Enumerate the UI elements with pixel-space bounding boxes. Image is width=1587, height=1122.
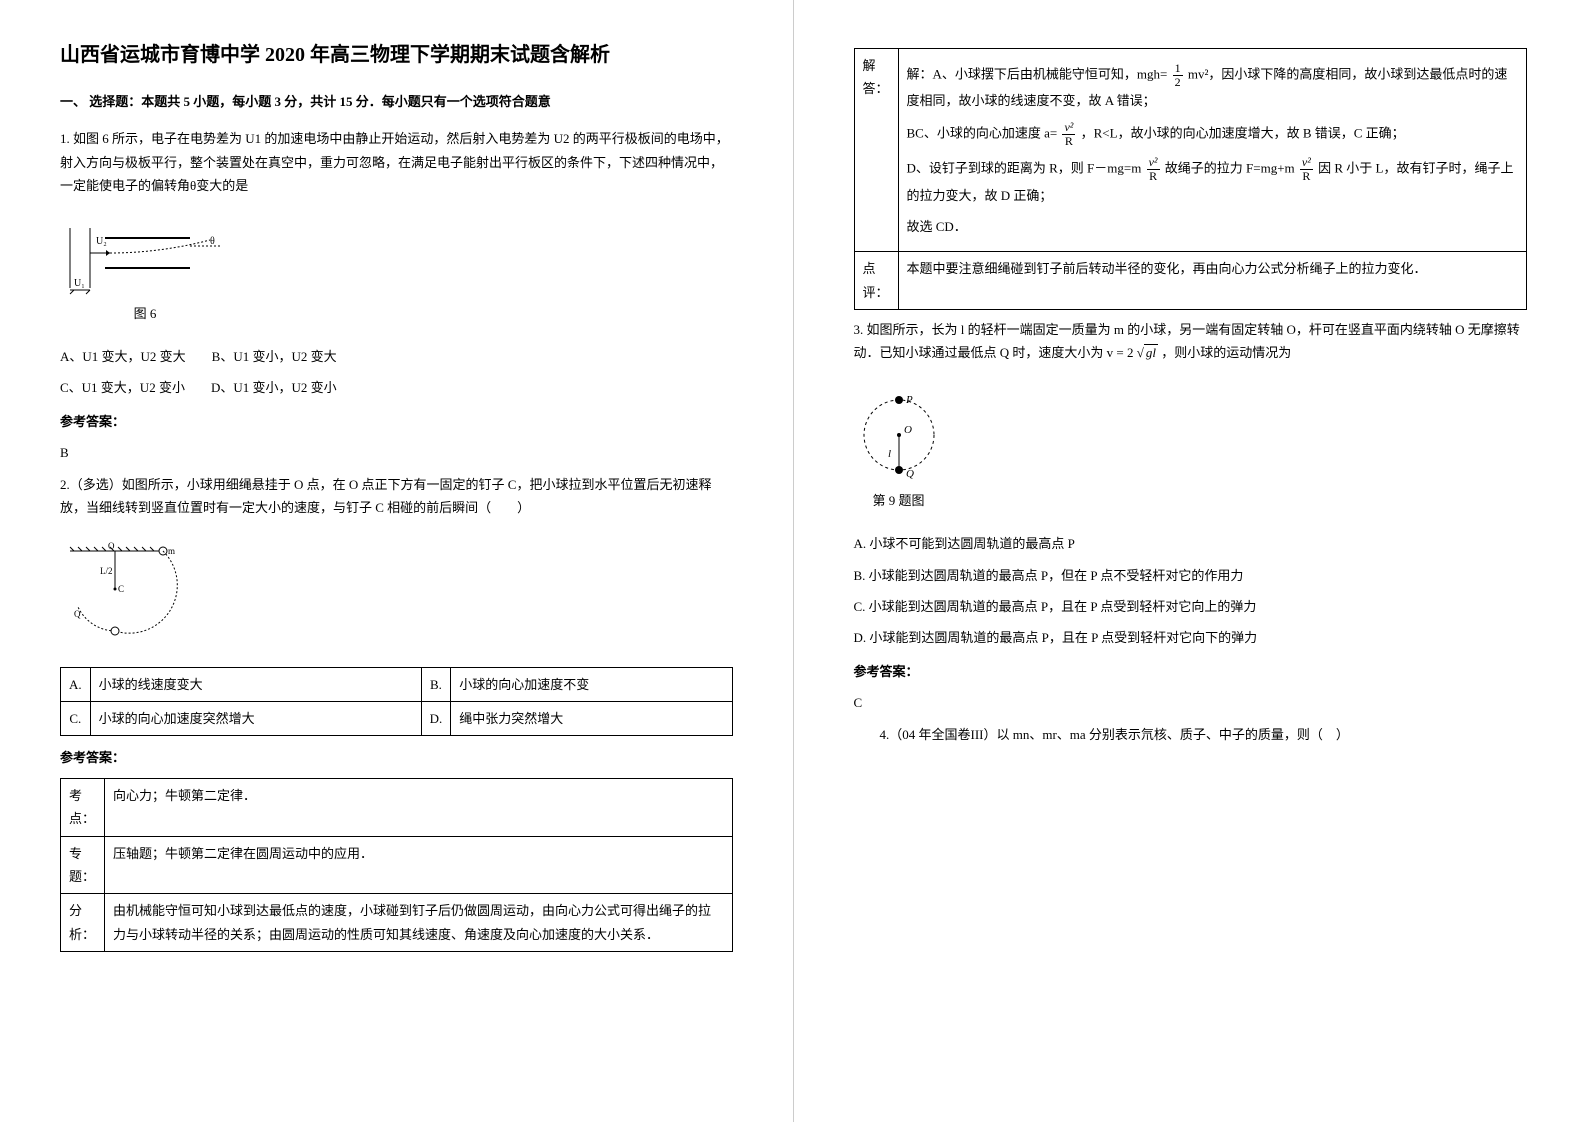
fraction: v²R [1298, 156, 1315, 183]
text: BC、小球的向心加速度 a= [907, 125, 1058, 140]
q2-expl-table: 考点： 向心力；牛顿第二定律． 专题： 压轴题；牛顿第二定律在圆周运动中的应用．… [60, 778, 733, 952]
q1-figure: U₁ U₂ θ 图 6 [60, 218, 230, 325]
q3-stem: 3. 如图所示，长为 l 的轻杆一端固定一质量为 m 的小球，另一端有固定转轴 … [854, 318, 1528, 365]
q1-answer-head: 参考答案： [60, 410, 733, 433]
jieda-line: BC、小球的向心加速度 a= v²R ，R<L，故小球的向心加速度增大，故 B … [907, 121, 1519, 148]
opt-text: 小球的线速度变大 [90, 667, 421, 701]
section-1-head: 一、 选择题：本题共 5 小题，每小题 3 分，共计 15 分．每小题只有一个选… [60, 90, 733, 113]
svg-text:Q: Q [906, 468, 914, 480]
q2-answer-head: 参考答案： [60, 746, 733, 769]
svg-text:θ: θ [210, 236, 215, 247]
q1-opt-cd: C、U1 变大，U2 变小 D、U1 变小，U2 变小 [60, 376, 733, 399]
svg-text:U₁: U₁ [74, 278, 85, 289]
q3-diagram: P O l Q [854, 385, 944, 485]
svg-text:U₂: U₂ [96, 236, 107, 247]
svg-text:O: O [108, 541, 115, 551]
q1-diagram: U₁ U₂ θ [60, 218, 230, 298]
svg-text:L/2: L/2 [100, 566, 113, 576]
expl-text: 解：A、小球摆下后由机械能守恒可知，mgh= 12 mv²，因小球下降的高度相同… [898, 49, 1527, 252]
expl-label: 专题： [61, 836, 105, 894]
expl-text: 向心力；牛顿第二定律． [105, 778, 733, 836]
table-row: 专题： 压轴题；牛顿第二定律在圆周运动中的应用． [61, 836, 733, 894]
q2-stem: 2.（多选）如图所示，小球用细绳悬挂于 O 点，在 O 点正下方有一固定的钉子 … [60, 473, 733, 520]
fraction: 12 [1171, 62, 1185, 89]
q2-expl-table-cont: 解答： 解：A、小球摆下后由机械能守恒可知，mgh= 12 mv²，因小球下降的… [854, 48, 1528, 310]
fraction: v²R [1145, 156, 1162, 183]
svg-text:P: P [905, 394, 913, 406]
expl-label: 解答： [854, 49, 898, 252]
q3-answer: C [854, 691, 1528, 714]
q1-stem: 1. 如图 6 所示，电子在电势差为 U1 的加速电场中由静止开始运动，然后射入… [60, 127, 733, 197]
expl-text: 压轴题；牛顿第二定律在圆周运动中的应用． [105, 836, 733, 894]
opt-label: D. [421, 702, 451, 736]
q3-caption: 第 9 题图 [854, 489, 944, 512]
fraction: v²R [1060, 121, 1077, 148]
q2-options-table: A. 小球的线速度变大 B. 小球的向心加速度不变 C. 小球的向心加速度突然增… [60, 667, 733, 737]
doc-title: 山西省运城市育博中学 2020 年高三物理下学期期末试题含解析 [60, 40, 733, 70]
q1-caption: 图 6 [60, 302, 230, 325]
text: ，则小球的运动情况为 [1161, 345, 1291, 360]
svg-text:C: C [118, 584, 124, 594]
opt-text: 小球的向心加速度突然增大 [90, 702, 421, 736]
text: 故绳子的拉力 F=mg+m [1165, 161, 1295, 176]
jieda-line: D、设钉子到球的距离为 R，则 F－mg=m v²R 故绳子的拉力 F=mg+m… [907, 156, 1519, 207]
q3-opt-b: B. 小球能到达圆周轨道的最高点 P，但在 P 点不受轻杆对它的作用力 [854, 564, 1528, 587]
svg-text:O: O [904, 424, 912, 436]
q3-opt-d: D. 小球能到达圆周轨道的最高点 P，且在 P 点受到轻杆对它向下的弹力 [854, 626, 1528, 649]
svg-text:l: l [888, 448, 891, 460]
table-row: A. 小球的线速度变大 B. 小球的向心加速度不变 [61, 667, 733, 701]
text: ，R<L，故小球的向心加速度增大，故 B 错误，C 正确； [1081, 125, 1405, 140]
opt-label: A. [61, 667, 91, 701]
expl-label: 点评： [854, 252, 898, 310]
svg-text:m: m [168, 546, 175, 556]
text: 解：A、小球摆下后由机械能守恒可知，mgh= [907, 67, 1168, 82]
q3-opt-a: A. 小球不可能到达圆周轨道的最高点 P [854, 532, 1528, 555]
table-row: 分析： 由机械能守恒可知小球到达最低点的速度，小球碰到钉子后仍做圆周运动，由向心… [61, 894, 733, 952]
q1-answer: B [60, 441, 733, 464]
q2-figure: O L/2 C m Q [60, 539, 190, 639]
text: D、设钉子到球的距离为 R，则 F－mg=m [907, 161, 1142, 176]
q2-diagram: O L/2 C m Q [60, 539, 190, 639]
right-column: 解答： 解：A、小球摆下后由机械能守恒可知，mgh= 12 mv²，因小球下降的… [794, 0, 1587, 1122]
sqrt: √gl [1137, 344, 1158, 360]
q1-opt-ab: A、U1 变大，U2 变大 B、U1 变小，U2 变大 [60, 345, 733, 368]
q3-opt-c: C. 小球能到达圆周轨道的最高点 P，且在 P 点受到轻杆对它向上的弹力 [854, 595, 1528, 618]
svg-text:Q: Q [74, 609, 81, 619]
opt-text: 小球的向心加速度不变 [451, 667, 732, 701]
table-row: 点评： 本题中要注意细绳碰到钉子前后转动半径的变化，再由向心力公式分析绳子上的拉… [854, 252, 1527, 310]
table-row: 解答： 解：A、小球摆下后由机械能守恒可知，mgh= 12 mv²，因小球下降的… [854, 49, 1527, 252]
q3-answer-head: 参考答案： [854, 660, 1528, 683]
q3-figure: P O l Q 第 9 题图 [854, 385, 944, 512]
opt-label: C. [61, 702, 91, 736]
table-row: C. 小球的向心加速度突然增大 D. 绳中张力突然增大 [61, 702, 733, 736]
left-column: 山西省运城市育博中学 2020 年高三物理下学期期末试题含解析 一、 选择题：本… [0, 0, 794, 1122]
opt-text: 绳中张力突然增大 [451, 702, 732, 736]
jieda-line: 解：A、小球摆下后由机械能守恒可知，mgh= 12 mv²，因小球下降的高度相同… [907, 62, 1519, 113]
expl-text: 由机械能守恒可知小球到达最低点的速度，小球碰到钉子后仍做圆周运动，由向心力公式可… [105, 894, 733, 952]
expl-text: 本题中要注意细绳碰到钉子前后转动半径的变化，再由向心力公式分析绳子上的拉力变化． [898, 252, 1527, 310]
table-row: 考点： 向心力；牛顿第二定律． [61, 778, 733, 836]
expl-label: 考点： [61, 778, 105, 836]
expl-label: 分析： [61, 894, 105, 952]
q4-stem: 4.（04 年全国卷III）以 mn、mr、ma 分别表示氘核、质子、中子的质量… [854, 723, 1528, 746]
opt-label: B. [421, 667, 451, 701]
jieda-conclusion: 故选 CD． [907, 215, 1519, 238]
